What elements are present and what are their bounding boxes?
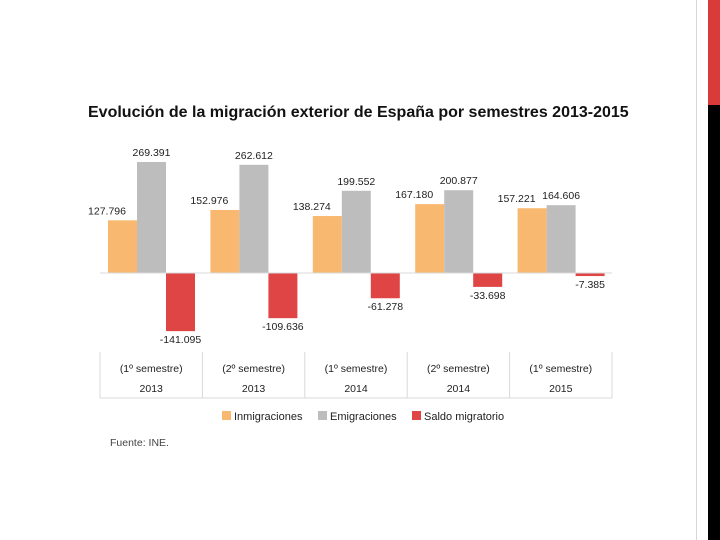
category-axis: (1º semestre) 2013 (2º semestre) 2013 (1º se…	[99, 272, 613, 399]
bar-saldo-migratorio-1	[268, 273, 298, 319]
bar-saldo-migratorio-4	[575, 273, 605, 277]
bar-inmigraciones-4	[517, 208, 547, 273]
legend-label: Saldo migratorio	[424, 411, 504, 423]
chart-title: Evolución de la migración exterior de Es…	[88, 104, 629, 121]
category-label-line2: 2013	[140, 383, 164, 395]
category-label-line1: (2º semestre)	[427, 363, 490, 375]
data-label: -33.698	[470, 290, 506, 302]
legend-label: Emigraciones	[330, 411, 397, 423]
category-label-line1: (2º semestre)	[222, 363, 285, 375]
bar-saldo-migratorio-2	[370, 273, 400, 299]
data-label: 138.274	[293, 201, 331, 213]
data-label: 157.221	[498, 193, 536, 205]
source-note: Fuente: INE.	[110, 437, 169, 449]
data-label: 164.606	[542, 190, 580, 202]
bar-emigraciones-2	[341, 190, 371, 273]
slide-edge-line	[696, 0, 697, 540]
data-label: 127.796	[88, 205, 126, 217]
bar-emigraciones-3	[444, 190, 474, 273]
legend-swatch-0	[222, 411, 231, 420]
category-label-line2: 2014	[447, 383, 471, 395]
slide-accent-bar-red	[708, 0, 720, 105]
bar-emigraciones-1	[239, 164, 269, 273]
legend-swatch-2	[412, 411, 421, 420]
slide-accent-bar	[708, 0, 720, 540]
bars-layer	[108, 162, 605, 332]
data-label: -109.636	[262, 321, 304, 333]
bar-saldo-migratorio-3	[473, 273, 503, 287]
data-label: -61.278	[367, 301, 403, 313]
data-label: 167.180	[395, 189, 433, 201]
category-label-line1: (1º semestre)	[120, 363, 183, 375]
bar-inmigraciones-3	[415, 204, 445, 273]
bar-inmigraciones-0	[108, 220, 137, 273]
data-label: 152.976	[190, 195, 228, 207]
bar-inmigraciones-2	[312, 216, 342, 273]
bar-emigraciones-4	[546, 205, 576, 273]
legend-label: Inmigraciones	[234, 411, 303, 423]
data-label: -7.385	[575, 279, 605, 291]
category-label-line2: 2014	[344, 383, 368, 395]
legend: Inmigraciones Emigraciones Saldo migratori…	[222, 411, 504, 423]
category-label-line2: 2013	[242, 383, 266, 395]
data-label: -141.095	[160, 334, 202, 346]
category-label-line2: 2015	[549, 383, 573, 395]
category-label-line1: (1º semestre)	[325, 363, 388, 375]
data-label: 200.877	[440, 175, 478, 187]
data-label: 199.552	[337, 176, 375, 188]
data-label: 262.612	[235, 150, 273, 162]
data-labels-layer: 127.796 269.391 -141.095 152.976 262.612 -109…	[88, 147, 605, 346]
legend-swatch-1	[318, 411, 327, 420]
category-label-line1: (1º semestre)	[529, 363, 592, 375]
bar-saldo-migratorio-0	[166, 273, 195, 332]
data-label: 269.391	[133, 147, 171, 159]
bar-emigraciones-0	[137, 162, 166, 273]
bar-inmigraciones-1	[210, 209, 240, 273]
